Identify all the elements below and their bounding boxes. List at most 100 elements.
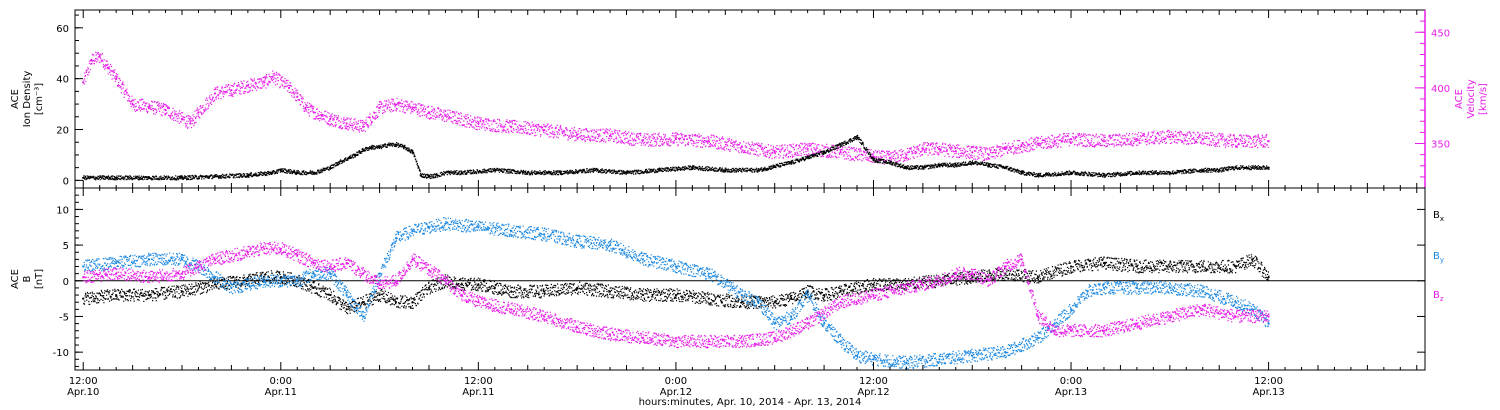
x-tick-time-label: 0:00 <box>665 376 687 387</box>
velocity-tick-label: 350 <box>1431 140 1450 151</box>
data-point <box>394 236 398 240</box>
series-Bz <box>82 241 1270 349</box>
x-tick-date-label: Apr.11 <box>462 387 494 398</box>
velocity-tick-label: 450 <box>1431 28 1450 39</box>
series-trace <box>83 217 1270 370</box>
series-Bx <box>82 254 1270 315</box>
top-series-layer <box>82 51 1270 181</box>
data-point <box>263 279 266 282</box>
data-point <box>806 293 809 297</box>
x-tick-time-label: 0:00 <box>1060 376 1082 387</box>
time-x-axis: 12:00Apr.100:00Apr.1112:00Apr.110:00Apr.… <box>67 10 1418 398</box>
density-axis-label-line1: ACE <box>10 89 21 109</box>
data-point <box>1069 265 1073 268</box>
x-tick-date-label: Apr.12 <box>857 387 889 398</box>
density-tick-label: 60 <box>56 24 69 35</box>
density-velocity-panel: 0 20 40 60 350 400 450 ACE Ion Density [cm⁻³]… <box>10 9 1489 189</box>
b-tick-label: 10 <box>56 205 69 216</box>
legend-By: By <box>1433 251 1444 264</box>
data-point <box>362 125 365 128</box>
data-point <box>427 286 431 290</box>
x-tick-date-label: Apr.10 <box>67 387 99 398</box>
top-plot-frame <box>74 9 1426 189</box>
x-tick-time-label: 12:00 <box>69 376 98 387</box>
series-trace <box>83 134 1270 181</box>
b-axis-label-line3: [nT] <box>34 269 45 289</box>
data-point <box>608 243 612 247</box>
data-point <box>304 106 307 109</box>
density-tick-label: 0 <box>63 176 69 187</box>
x-tick-date-label: Apr.13 <box>1252 387 1284 398</box>
b-legend: Bx By Bz <box>1433 210 1444 303</box>
data-point <box>1037 142 1040 145</box>
x-tick-time-label: 12:00 <box>1254 376 1283 387</box>
velocity-axis-label-line2: Velocity <box>1466 79 1477 118</box>
data-point <box>1251 258 1254 261</box>
velocity-tick-label: 400 <box>1431 84 1450 95</box>
density-tick-label: 20 <box>56 126 69 137</box>
data-point <box>1037 336 1040 339</box>
x-axis-title: hours:minutes, Apr. 10, 2014 - Apr. 13, … <box>639 397 862 408</box>
data-point <box>938 358 941 361</box>
series-series-0 <box>82 134 1270 181</box>
data-point <box>971 151 974 154</box>
x-tick-date-label: Apr.13 <box>1055 387 1087 398</box>
data-point <box>707 340 710 343</box>
data-point <box>1037 315 1040 318</box>
series-trace <box>83 254 1270 315</box>
data-point <box>394 279 398 282</box>
density-axis-label-line3: [cm⁻³] <box>34 83 45 115</box>
magnetic-field-panel: -10 -5 0 5 10 ACE B [nT] Bx By Bz <box>10 187 1444 371</box>
data-point <box>477 283 480 286</box>
velocity-axis-label-line1: ACE <box>1454 89 1465 109</box>
data-point <box>82 297 85 300</box>
series-trace <box>83 241 1270 349</box>
x-tick-time-label: 12:00 <box>464 376 493 387</box>
velocity-y-axis: 350 400 450 <box>1415 10 1450 188</box>
data-point <box>345 293 348 297</box>
data-point <box>296 254 299 257</box>
b-tick-label: -5 <box>59 312 69 323</box>
x-tick-time-label: 12:00 <box>859 376 888 387</box>
density-axis-label-line2: Ion Density <box>22 71 33 128</box>
x-tick-date-label: Apr.11 <box>265 387 297 398</box>
data-point <box>197 265 200 268</box>
b-tick-label: 0 <box>63 277 69 288</box>
velocity-axis-label-line3: [km/s] <box>1478 83 1489 115</box>
data-point <box>839 151 842 154</box>
density-tick-label: 40 <box>56 75 69 86</box>
bottom-plot-frame <box>74 187 1426 371</box>
data-point <box>1102 174 1106 177</box>
data-point <box>279 279 282 282</box>
legend-Bz: Bz <box>1433 290 1444 303</box>
data-point <box>197 111 200 114</box>
density-y-axis: 0 20 40 60 <box>56 14 83 187</box>
data-point <box>707 297 710 300</box>
legend-Bx: Bx <box>1433 210 1444 223</box>
data-point <box>296 95 299 98</box>
data-point <box>189 122 192 125</box>
x-tick-time-label: 0:00 <box>270 376 292 387</box>
data-point <box>987 279 990 282</box>
b-axis-label-line1: ACE <box>10 269 21 289</box>
data-point <box>707 272 710 275</box>
b-tick-label: 5 <box>63 241 69 252</box>
data-point <box>1020 258 1023 261</box>
data-point <box>345 122 348 125</box>
data-point <box>1102 261 1106 265</box>
bottom-series-layer <box>82 217 1270 370</box>
data-point <box>263 247 266 250</box>
b-tick-label: -10 <box>53 348 69 359</box>
series-trace <box>83 51 1270 165</box>
data-point <box>773 151 776 154</box>
data-point <box>822 322 826 325</box>
data-point <box>230 286 233 290</box>
data-point <box>641 258 645 261</box>
data-point <box>82 81 85 84</box>
data-point <box>164 109 167 112</box>
x-tick-date-label: Apr.12 <box>660 387 692 398</box>
data-point <box>131 103 134 106</box>
b-axis-label-line2: B <box>22 275 33 282</box>
data-point <box>954 150 957 153</box>
